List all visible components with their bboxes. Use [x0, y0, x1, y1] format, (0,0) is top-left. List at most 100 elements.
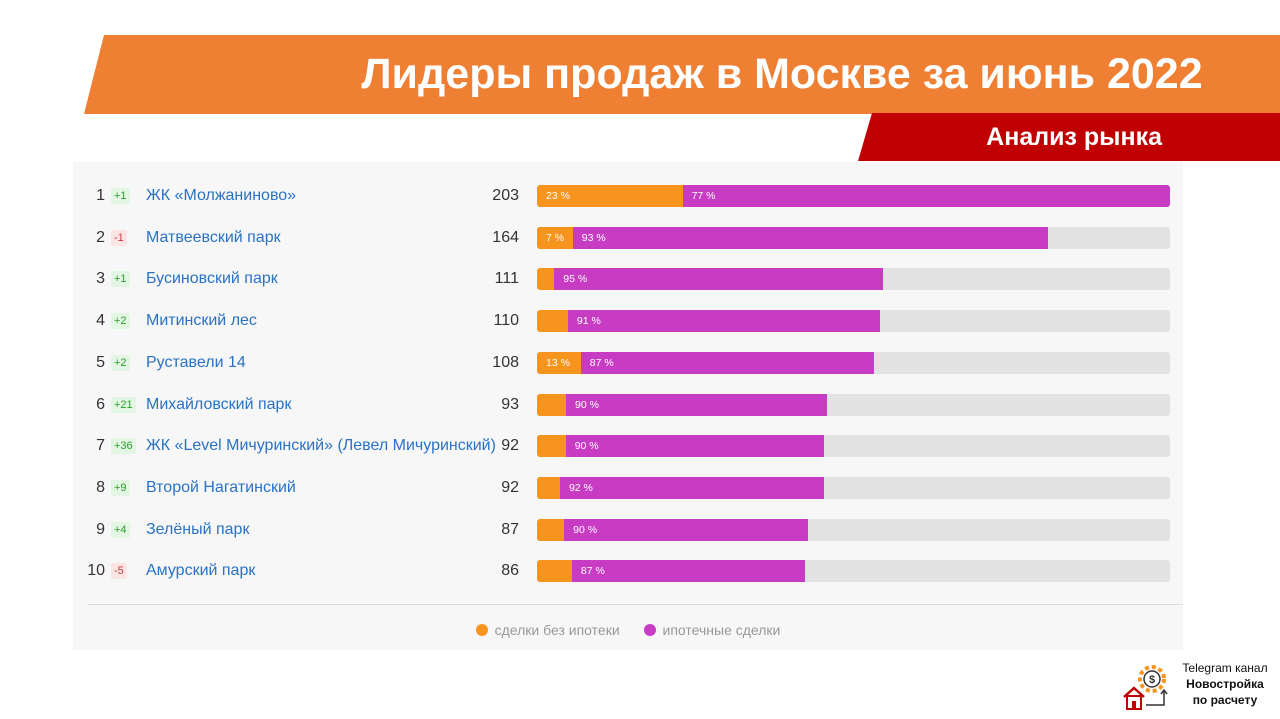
complex-name-link[interactable]: ЖК «Level Мичуринский» (Левел Мичурински… [146, 437, 496, 455]
svg-text:$: $ [1149, 674, 1155, 686]
table-row: 7 +36 ЖК «Level Мичуринский» (Левел Мичури… [73, 431, 1183, 461]
rank-number: 1 [96, 187, 105, 204]
title-banner: Лидеры продаж в Москве за июнь 2022 [84, 35, 1280, 114]
rank-number: 6 [96, 395, 105, 413]
rank-change-badge: -1 [111, 229, 127, 246]
rank-change-badge: +2 [111, 354, 130, 371]
bar-segment-no-mortgage [537, 185, 683, 207]
bar-segment-no-mortgage [537, 476, 560, 499]
bar-label-mortgage: 90 % [574, 440, 599, 453]
deal-count: 203 [492, 187, 519, 204]
complex-name-link[interactable]: Матвеевский парк [146, 228, 281, 246]
bar-segment-no-mortgage [537, 393, 566, 416]
legend-item-mortgage: ипотечные сделки [643, 622, 781, 638]
deal-count: 92 [501, 437, 519, 455]
rank-number: 10 [87, 562, 105, 580]
bar-track: 90 % [537, 518, 1170, 541]
bar-label-mortgage: 92 % [568, 481, 593, 494]
bar-segment-no-mortgage [537, 351, 581, 374]
deal-count: 93 [501, 395, 519, 413]
house-gear-dollar-icon: $ [1123, 665, 1168, 710]
bar-track: 13 % 87 % [537, 351, 1170, 374]
bar-track: 92 % [537, 476, 1170, 499]
rank-change-badge: -5 [111, 563, 127, 580]
complex-name-link[interactable]: Зелёный парк [146, 520, 250, 538]
brand-block: $ Telegram канал Новостройка по расчету [1120, 657, 1280, 717]
rank-number: 3 [96, 270, 105, 288]
bar-segment-mortgage [565, 393, 827, 416]
rank-change-badge: +9 [111, 479, 130, 496]
deal-count: 164 [492, 228, 519, 246]
rank-number: 4 [96, 312, 105, 330]
table-row: 8 +9 Второй Нагатинский 92 92 % [73, 473, 1183, 503]
rank-number: 5 [96, 353, 105, 371]
brand-line-3: по расчету [1192, 693, 1258, 707]
bar-segment-no-mortgage [537, 310, 568, 333]
complex-name-link[interactable]: Митинский лес [146, 312, 257, 330]
bar-segment-mortgage [572, 226, 1049, 249]
bar-segment-mortgage [682, 185, 1170, 207]
bar-label-mortgage: 93 % [581, 231, 606, 244]
bar-label-mortgage: 90 % [573, 523, 598, 536]
bar-segment-mortgage [567, 310, 880, 333]
rank-number: 8 [96, 478, 105, 496]
rank-change-badge: +4 [111, 521, 130, 538]
rank-number: 9 [96, 520, 105, 538]
rank-change-badge: +2 [111, 313, 130, 330]
table-row: 4 +2 Митинский лес 110 91 % [73, 306, 1183, 336]
bar-segment-mortgage [565, 435, 824, 458]
deal-count: 86 [501, 562, 519, 580]
bar-track: 90 % [537, 435, 1170, 458]
legend-item-no-mortgage: сделки без ипотеки [475, 622, 620, 638]
bar-label-mortgage: 90 % [574, 398, 599, 411]
complex-name-link[interactable]: Руставели 14 [146, 353, 246, 371]
bar-segment-mortgage [554, 268, 884, 291]
table-row: 6 +21 Михайловский парк 93 90 % [73, 390, 1183, 420]
bar-segment-mortgage [559, 476, 824, 499]
bar-label-no-mortgage: 13 % [546, 356, 570, 369]
deal-count: 108 [492, 353, 519, 371]
legend-label-mortgage: ипотечные сделки [662, 622, 781, 638]
section-banner: Анализ рынка [858, 113, 1280, 161]
bar-label-mortgage: 95 % [563, 273, 588, 286]
bar-label-mortgage: 87 % [589, 356, 614, 369]
table-row: 5 +2 Руставели 14 108 13 % 87 % [73, 348, 1183, 378]
rank-change-badge: +21 [111, 396, 136, 413]
chart-panel: 1 +1 ЖК «Молжаниново» 203 23 % 77 % 2 -1 Матвеев… [73, 162, 1183, 650]
complex-name-link[interactable]: Второй Нагатинский [146, 478, 296, 496]
complex-name-link[interactable]: Бусиновский парк [146, 270, 278, 288]
brand-text: Telegram канал Новостройка по расчету [1170, 660, 1280, 708]
rank-change-badge: +1 [111, 271, 130, 288]
complex-name-link[interactable]: Михайловский парк [146, 395, 292, 413]
bar-segment-no-mortgage [537, 226, 573, 249]
complex-name-link[interactable]: ЖК «Молжаниново» [146, 187, 297, 204]
deal-count: 92 [501, 478, 519, 496]
complex-name-link[interactable]: Амурский парк [146, 562, 256, 580]
rank-change-badge: +1 [111, 188, 130, 204]
table-row: 9 +4 Зелёный парк 87 90 % [73, 515, 1183, 545]
bar-label-mortgage: 87 % [580, 565, 605, 578]
bar-segment-no-mortgage [537, 435, 566, 458]
rank-number: 7 [96, 437, 105, 455]
deal-count: 111 [494, 270, 519, 288]
table-row: 3 +1 Бусиновский парк 111 95 % [73, 264, 1183, 294]
bar-label-no-mortgage: 7 % [546, 231, 565, 244]
deal-count: 110 [493, 312, 519, 330]
table-row: 1 +1 ЖК «Молжаниново» 203 23 % 77 % [73, 181, 1183, 211]
bar-segment-no-mortgage [537, 268, 555, 291]
bar-track: 91 % [537, 310, 1170, 333]
section-label: Анализ рынка [986, 123, 1162, 151]
rank-number: 2 [96, 228, 105, 246]
bar-label-mortgage: 77 % [691, 190, 716, 202]
bar-track: 95 % [537, 268, 1170, 291]
bar-track: 7 % 93 % [537, 226, 1170, 249]
bar-track: 87 % [537, 560, 1170, 583]
deal-count: 87 [501, 520, 519, 538]
table-row: 10 -5 Амурский парк 86 87 % [73, 556, 1183, 586]
brand-line-2: Новостройка [1186, 677, 1264, 691]
bar-segment-no-mortgage [537, 560, 572, 583]
bar-segment-mortgage [571, 560, 806, 583]
legend-dot-mortgage [643, 624, 656, 636]
bar-label-no-mortgage: 23 % [546, 190, 570, 202]
bar-label-mortgage: 91 % [576, 315, 601, 328]
